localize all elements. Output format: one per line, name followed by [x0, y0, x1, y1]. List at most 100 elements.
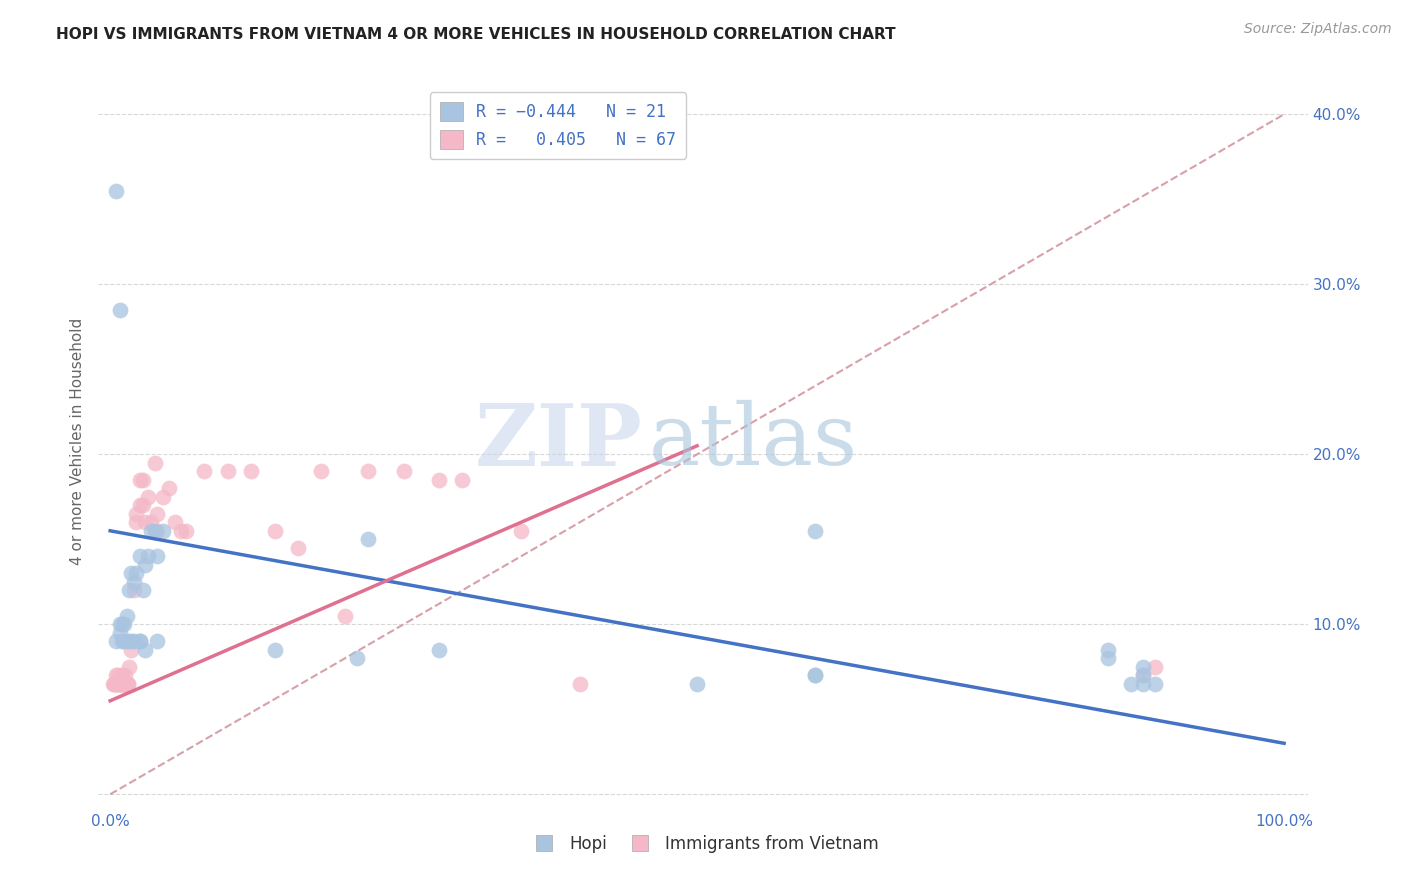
Point: [1121, 677, 1143, 691]
Y-axis label: 4 or more Vehicles in Household: 4 or more Vehicles in Household: [69, 318, 84, 566]
Point: [112, 617, 135, 632]
Point: [141, 516, 163, 530]
Point: [263, 524, 285, 538]
Point: [111, 617, 134, 632]
Point: [1143, 677, 1166, 691]
Point: [132, 498, 155, 512]
Point: [510, 524, 533, 538]
Point: [1132, 677, 1154, 691]
Point: [105, 184, 128, 198]
Point: [115, 677, 138, 691]
Point: [193, 464, 215, 478]
Point: [114, 668, 136, 682]
Point: [115, 608, 138, 623]
Point: [136, 490, 159, 504]
Point: [128, 549, 150, 564]
Point: [146, 507, 169, 521]
Point: [176, 524, 198, 538]
Point: [108, 302, 131, 317]
Text: HOPI VS IMMIGRANTS FROM VIETNAM 4 OR MORE VEHICLES IN HOUSEHOLD CORRELATION CHAR: HOPI VS IMMIGRANTS FROM VIETNAM 4 OR MOR…: [56, 27, 896, 42]
Point: [146, 549, 169, 564]
Point: [451, 473, 474, 487]
Point: [117, 634, 139, 648]
Point: [111, 634, 134, 648]
Text: Source: ZipAtlas.com: Source: ZipAtlas.com: [1244, 22, 1392, 37]
Point: [110, 677, 132, 691]
Point: [114, 677, 136, 691]
Point: [1097, 651, 1119, 665]
Point: [217, 464, 239, 478]
Point: [117, 677, 139, 691]
Point: [427, 473, 450, 487]
Point: [141, 524, 163, 538]
Point: [686, 677, 709, 691]
Point: [111, 668, 134, 682]
Point: [105, 668, 128, 682]
Point: [120, 642, 142, 657]
Point: [111, 677, 134, 691]
Point: [128, 634, 150, 648]
Point: [1097, 642, 1119, 657]
Point: [108, 625, 131, 640]
Point: [146, 524, 169, 538]
Point: [346, 651, 368, 665]
Point: [125, 566, 148, 581]
Point: [136, 549, 159, 564]
Point: [152, 490, 174, 504]
Point: [568, 677, 591, 691]
Point: [1143, 660, 1166, 674]
Point: [333, 608, 356, 623]
Point: [143, 524, 166, 538]
Point: [803, 524, 825, 538]
Point: [122, 634, 145, 648]
Point: [101, 677, 124, 691]
Legend: Hopi, Immigrants from Vietnam: Hopi, Immigrants from Vietnam: [520, 828, 886, 860]
Point: [104, 677, 127, 691]
Point: [112, 677, 135, 691]
Point: [392, 464, 415, 478]
Point: [108, 617, 131, 632]
Point: [143, 456, 166, 470]
Point: [103, 677, 125, 691]
Point: [111, 677, 134, 691]
Point: [287, 541, 309, 555]
Point: [169, 524, 191, 538]
Point: [803, 668, 825, 682]
Point: [105, 634, 128, 648]
Point: [108, 677, 131, 691]
Point: [128, 634, 150, 648]
Point: [132, 583, 155, 598]
Point: [1132, 668, 1154, 682]
Text: ZIP: ZIP: [475, 400, 643, 483]
Point: [122, 583, 145, 598]
Point: [107, 677, 129, 691]
Point: [105, 677, 128, 691]
Point: [120, 566, 142, 581]
Point: [134, 642, 156, 657]
Point: [357, 464, 380, 478]
Point: [134, 516, 156, 530]
Point: [146, 634, 169, 648]
Point: [134, 558, 156, 572]
Point: [122, 574, 145, 589]
Point: [120, 634, 142, 648]
Point: [357, 533, 380, 547]
Point: [132, 473, 155, 487]
Point: [112, 677, 135, 691]
Point: [163, 516, 186, 530]
Point: [157, 481, 180, 495]
Point: [125, 516, 148, 530]
Point: [108, 677, 131, 691]
Point: [311, 464, 333, 478]
Point: [128, 473, 150, 487]
Point: [117, 677, 139, 691]
Point: [128, 498, 150, 512]
Point: [1132, 660, 1154, 674]
Point: [107, 668, 129, 682]
Point: [803, 668, 825, 682]
Point: [263, 642, 285, 657]
Point: [125, 507, 148, 521]
Point: [112, 634, 135, 648]
Point: [118, 583, 141, 598]
Text: atlas: atlas: [648, 400, 858, 483]
